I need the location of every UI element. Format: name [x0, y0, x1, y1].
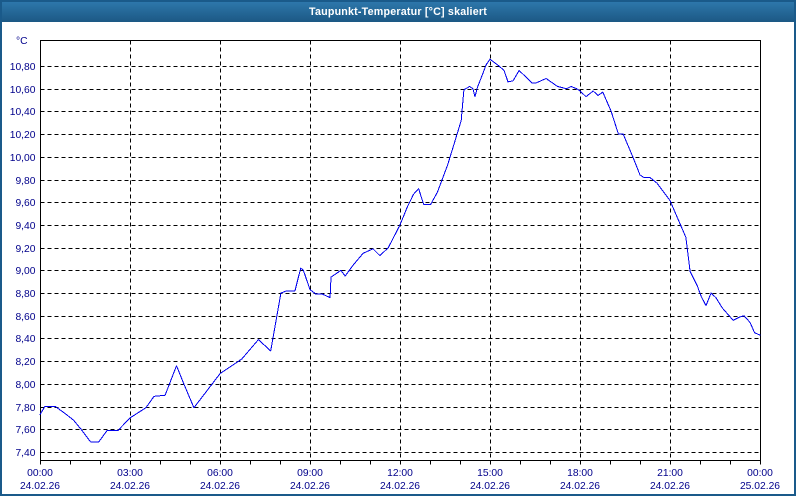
svg-text:9,40: 9,40 [15, 221, 35, 232]
svg-text:10,80: 10,80 [10, 62, 36, 73]
svg-text:10,60: 10,60 [10, 85, 36, 96]
svg-text:10,40: 10,40 [10, 107, 36, 118]
svg-text:7,80: 7,80 [15, 403, 35, 414]
svg-text:9,80: 9,80 [15, 176, 35, 187]
svg-text:8,60: 8,60 [15, 312, 35, 323]
svg-text:10,20: 10,20 [10, 130, 36, 141]
svg-text:8,80: 8,80 [15, 289, 35, 300]
svg-text:8,20: 8,20 [15, 357, 35, 368]
svg-text:8,00: 8,00 [15, 380, 35, 391]
svg-text:9,20: 9,20 [15, 244, 35, 255]
svg-text:10,00: 10,00 [10, 153, 36, 164]
svg-text:9,00: 9,00 [15, 266, 35, 277]
svg-text:8,40: 8,40 [15, 334, 35, 345]
svg-text:7,60: 7,60 [15, 425, 35, 436]
svg-text:7,40: 7,40 [15, 448, 35, 459]
svg-text:9,60: 9,60 [15, 198, 35, 209]
